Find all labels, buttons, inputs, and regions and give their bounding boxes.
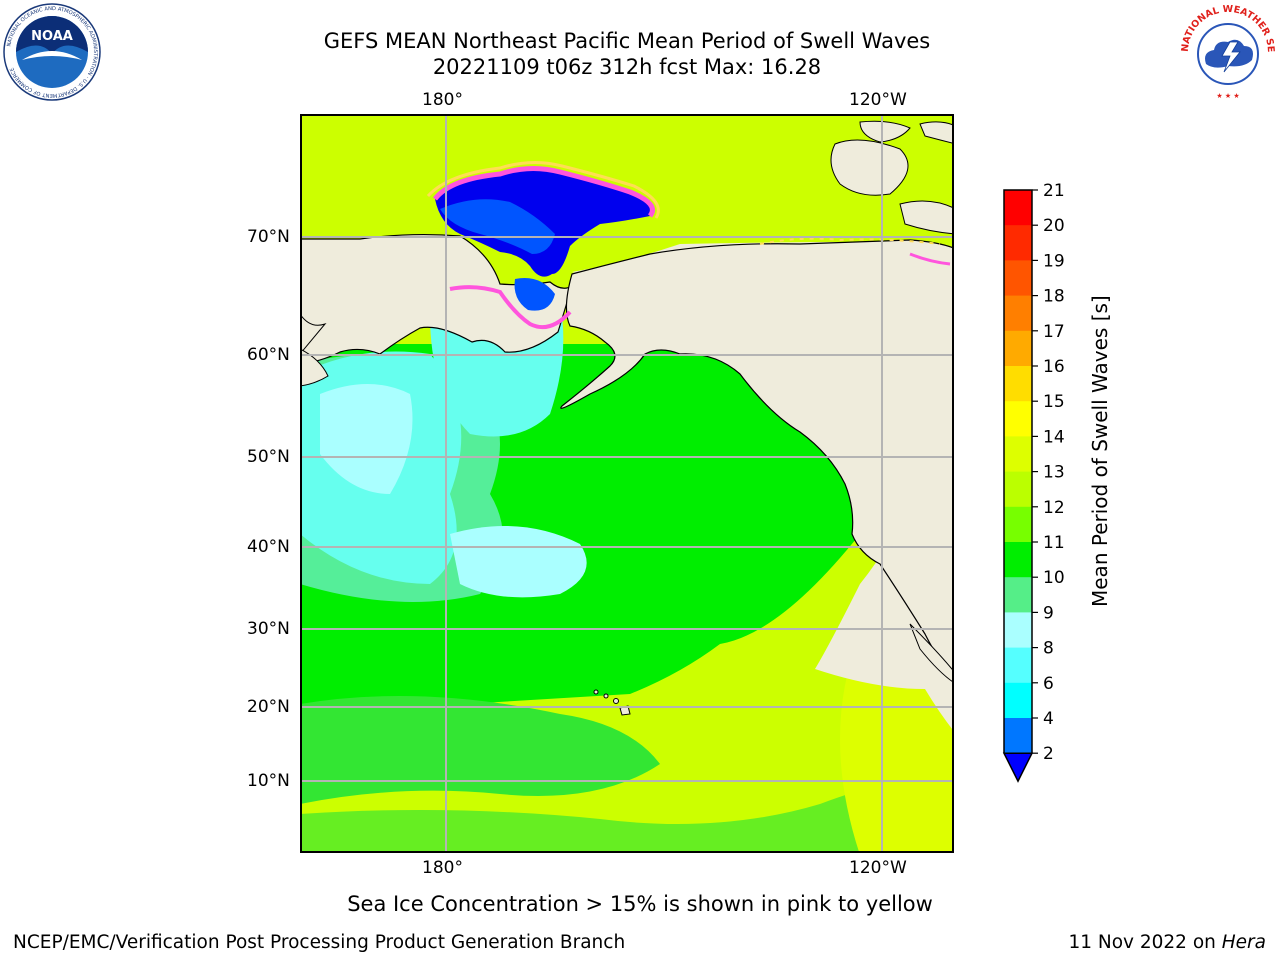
footer-date-text: 11 Nov 2022 on bbox=[1068, 932, 1222, 953]
colorbar-label: Mean Period of Swell Waves [s] bbox=[1088, 295, 1112, 607]
colorbar-swatch bbox=[1004, 506, 1032, 543]
colorbar-tick-label: 10 bbox=[1043, 568, 1065, 588]
sea-ice-edge-yellow bbox=[426, 161, 660, 219]
lat-label-30n: 30°N bbox=[247, 619, 290, 639]
sea-ice-edge-arctic-east bbox=[909, 252, 951, 266]
land-north-america-edge bbox=[572, 241, 954, 732]
sea-ice-edge-pink bbox=[433, 166, 655, 218]
lat-label-10n: 10°N bbox=[247, 771, 290, 791]
colorbar-tick-label: 20 bbox=[1043, 216, 1065, 236]
land-baja bbox=[909, 623, 954, 684]
land-arctic-island-1 bbox=[830, 139, 909, 196]
colorbar-swatch bbox=[1004, 612, 1032, 649]
noaa-logo: NATIONAL OCEANIC AND ATMOSPHERIC ADMINIS… bbox=[3, 3, 101, 101]
island-oahu bbox=[603, 693, 609, 699]
land-arctic-island-4 bbox=[919, 121, 954, 145]
swell-region-7s bbox=[320, 384, 413, 494]
colorbar-swatch bbox=[1004, 401, 1032, 437]
lon-label-bottom-180: 180° bbox=[422, 858, 463, 878]
colorbar-tick-label: 2 bbox=[1043, 744, 1054, 764]
colorbar-tick-label: 11 bbox=[1043, 533, 1065, 553]
colorbar-tick-label: 18 bbox=[1043, 287, 1065, 307]
land-arctic-island-3 bbox=[899, 200, 954, 235]
colorbar-tick-label: 9 bbox=[1043, 603, 1054, 623]
graticule bbox=[300, 114, 954, 853]
colorbar-tick-label: 14 bbox=[1043, 427, 1065, 447]
colorbar-swatch bbox=[1004, 471, 1032, 508]
colorbar-extend-triangle bbox=[1002, 752, 1034, 783]
colorbar-swatch bbox=[1004, 366, 1032, 402]
footer-date: 11 Nov 2022 on Hera bbox=[1068, 932, 1266, 954]
map-title: GEFS MEAN Northeast Pacific Mean Period … bbox=[323, 29, 931, 53]
lat-label-70n: 70°N bbox=[247, 227, 290, 247]
lat-label-40n: 40°N bbox=[247, 537, 290, 557]
sea-ice-edge-beaufort bbox=[759, 237, 941, 245]
land-arctic-island-2 bbox=[859, 120, 911, 143]
swell-region-tropical bbox=[300, 774, 954, 853]
colorbar-swatch bbox=[1004, 225, 1032, 261]
colorbar-tick-label: 6 bbox=[1043, 674, 1054, 694]
lat-label-50n: 50°N bbox=[247, 447, 290, 467]
colorbar-swatch bbox=[1004, 718, 1032, 754]
footer-machine: Hera bbox=[1221, 932, 1266, 953]
sea-ice-note: Sea Ice Concentration > 15% is shown in … bbox=[347, 892, 933, 916]
arctic-swell-inner bbox=[440, 199, 555, 254]
lon-label-top-120w: 120°W bbox=[849, 90, 907, 110]
colorbar-swatch bbox=[1004, 647, 1032, 684]
map-subtitle: 20221109 t06z 312h fcst Max: 16.28 bbox=[432, 55, 822, 79]
land-kamchatka-edge bbox=[300, 313, 327, 355]
colorbar-tick-label: 13 bbox=[1043, 463, 1065, 483]
island-maui bbox=[613, 698, 619, 704]
swell-region-central bbox=[450, 526, 587, 598]
svg-text:★ ★ ★: ★ ★ ★ bbox=[1216, 92, 1239, 100]
island-kauai bbox=[593, 689, 599, 695]
colorbar-tick-label: 17 bbox=[1043, 322, 1065, 342]
swell-region-14s bbox=[840, 444, 954, 853]
chukchi-swell bbox=[514, 278, 555, 311]
noaa-text: NOAA bbox=[31, 29, 73, 44]
colorbar-swatch bbox=[1004, 577, 1032, 613]
land-alaska-canada bbox=[560, 239, 954, 678]
lat-label-20n: 20°N bbox=[247, 697, 290, 717]
lon-label-top-180: 180° bbox=[422, 90, 463, 110]
colorbar-tick-label: 16 bbox=[1043, 357, 1065, 377]
lat-label-60n: 60°N bbox=[247, 345, 290, 365]
land-siberia bbox=[300, 233, 574, 365]
sea-ice-edge-bering bbox=[449, 285, 572, 329]
map-frame bbox=[300, 114, 954, 853]
footer-credit: NCEP/EMC/Verification Post Processing Pr… bbox=[13, 932, 626, 953]
colorbar-tick-label: 19 bbox=[1043, 251, 1065, 271]
arctic-swell-region bbox=[435, 168, 653, 277]
swell-period-map bbox=[300, 114, 954, 853]
colorbar-tick-label: 15 bbox=[1043, 392, 1065, 412]
colorbar-tick-label: 8 bbox=[1043, 639, 1054, 659]
colorbar-tick-label: 12 bbox=[1043, 498, 1065, 518]
colorbar: 21 20 19 18 17 16 15 14 13 12 11 10 9 8 6 4 2 bbox=[1002, 181, 1065, 783]
colorbar-swatch bbox=[1004, 330, 1032, 367]
colorbar-swatch bbox=[1004, 295, 1032, 332]
swell-region-south-11s bbox=[300, 696, 660, 804]
colorbar-swatch bbox=[1004, 436, 1032, 473]
colorbar-swatch bbox=[1004, 682, 1032, 719]
colorbar-swatch bbox=[1004, 542, 1032, 578]
nws-logo: NATIONAL WEATHER SERVICE ★ ★ ★ bbox=[1178, 2, 1276, 100]
colorbar-tick-label: 4 bbox=[1043, 709, 1054, 729]
colorbar-swatch bbox=[1004, 260, 1032, 297]
colorbar-tick-label: 21 bbox=[1043, 181, 1065, 201]
lon-label-bottom-120w: 120°W bbox=[849, 858, 907, 878]
colorbar-swatch bbox=[1004, 190, 1032, 226]
